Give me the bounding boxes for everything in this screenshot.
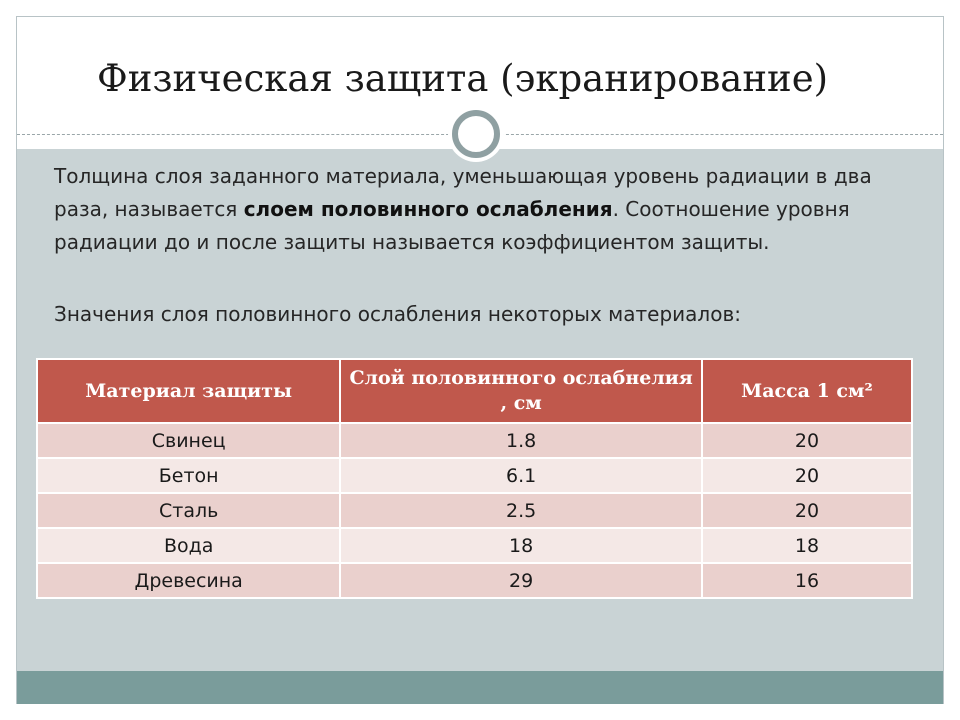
definition-text-1: Толщина слоя заданного материала, уменьш…	[54, 164, 872, 221]
cell-material: Свинец	[35, 422, 342, 459]
header-mass: Масса 1 см²	[700, 358, 914, 424]
table-row: Сталь 2.5 20	[35, 492, 914, 529]
table-header-row: Материал защиты Слой половинного ослабне…	[35, 358, 914, 424]
cell-mass: 20	[700, 422, 914, 459]
cell-material: Бетон	[35, 457, 342, 494]
footer-band	[17, 671, 943, 704]
cell-half-layer: 2.5	[339, 492, 703, 529]
header-material: Материал защиты	[35, 358, 342, 424]
table-row: Вода 18 18	[35, 527, 914, 564]
cell-mass: 18	[700, 527, 914, 564]
cell-material: Вода	[35, 527, 342, 564]
circle-ornament-icon	[452, 110, 500, 158]
table-row: Древесина 29 16	[35, 562, 914, 599]
definition-paragraph: Толщина слоя заданного материала, уменьш…	[54, 160, 874, 259]
definition-term: слоем половинного ослабления	[243, 197, 613, 221]
cell-material: Сталь	[35, 492, 342, 529]
cell-half-layer: 29	[339, 562, 703, 599]
table-row: Свинец 1.8 20	[35, 422, 914, 459]
definition-text-2: . Соотношение уровня радиации до и после…	[54, 197, 850, 254]
cell-half-layer: 1.8	[339, 422, 703, 459]
cell-half-layer: 6.1	[339, 457, 703, 494]
cell-mass: 20	[700, 492, 914, 529]
materials-table: Материал защиты Слой половинного ослабне…	[35, 358, 914, 599]
cell-mass: 16	[700, 562, 914, 599]
table-intro-paragraph: Значения слоя половинного ослабления нек…	[54, 302, 741, 326]
page-title: Физическая защита (экранирование)	[97, 57, 829, 100]
cell-mass: 20	[700, 457, 914, 494]
header-half-layer: Слой половинного ослабнелия , см	[339, 358, 703, 424]
cell-half-layer: 18	[339, 527, 703, 564]
cell-material: Древесина	[35, 562, 342, 599]
table-row: Бетон 6.1 20	[35, 457, 914, 494]
